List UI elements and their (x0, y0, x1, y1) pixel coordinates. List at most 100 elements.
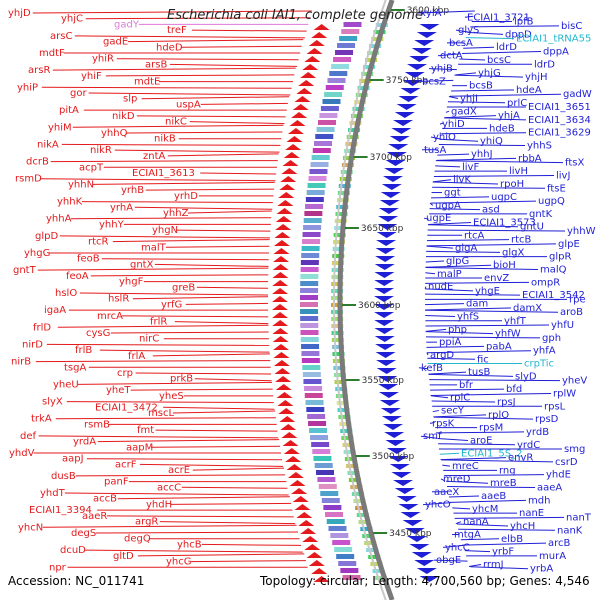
gene-label: ugpA (435, 200, 461, 211)
minus-strand-arrow (273, 344, 290, 350)
gene-label: tsgA (64, 362, 86, 373)
gene-label: ECIAI1_3542 (522, 290, 585, 301)
feature-block (302, 372, 321, 377)
gene-label: feoA (66, 271, 89, 282)
gene-label: yheU (53, 379, 79, 390)
feature-block (326, 519, 345, 524)
feature-block (300, 302, 319, 307)
minus-strand-arrow (292, 104, 309, 110)
minus-strand-arrow (273, 240, 290, 246)
gene-leader-line (441, 132, 527, 135)
gene-leader-line (464, 15, 474, 18)
gene-label: ECIAI1_3634 (528, 115, 591, 126)
gene-label: bioH (493, 260, 516, 271)
minus-strand-arrow (275, 216, 292, 222)
gene-leader-line (425, 328, 447, 332)
minus-strand-arrow (294, 504, 311, 510)
gene-leader-line (433, 174, 555, 177)
gene-leader-line (427, 357, 476, 360)
gene-label: aapJ (62, 454, 84, 465)
gene-leader-line (88, 92, 291, 96)
gene-leader-line (425, 336, 541, 339)
gene-leader-line (97, 439, 280, 443)
gene-leader-line (117, 496, 290, 500)
gene-label: yhhQ (101, 128, 128, 139)
gene-label: kefB (421, 363, 443, 374)
gene-leader-line (435, 160, 564, 164)
gene-label: frlR (150, 317, 167, 328)
feature-block (310, 435, 329, 440)
gene-leader-line (455, 521, 462, 525)
gene-label: yhcC (445, 542, 470, 553)
feature-block (300, 316, 319, 321)
gene-leader-line (430, 392, 552, 396)
gene-label: smf (423, 431, 442, 442)
plus-strand-arrow (404, 528, 425, 534)
gene-label: gadX (451, 106, 477, 117)
gene-leader-line (176, 229, 271, 232)
gene-leader-line (52, 67, 296, 71)
gene-leader-line (185, 302, 269, 305)
gene-leader-line (438, 443, 516, 446)
gene-leader-line (427, 224, 519, 228)
gene-label: yhfT (504, 316, 527, 327)
feature-block (331, 303, 344, 307)
feature-block (320, 491, 339, 496)
gene-leader-line (430, 136, 441, 140)
gene-label: yhiR (92, 54, 114, 65)
feature-block (358, 520, 371, 524)
gene-label: secY (441, 406, 465, 417)
minus-strand-arrow (298, 520, 315, 526)
ruler-label: 3600 kbp (358, 301, 401, 311)
gene-leader-line (448, 96, 459, 99)
gene-label: rpsM (479, 423, 503, 434)
gene-label: nikB (154, 134, 176, 145)
feature-block (314, 463, 333, 468)
gene-label: hdeD (156, 42, 183, 53)
feature-block (303, 379, 322, 384)
feature-block (368, 555, 381, 559)
gene-leader-line (431, 400, 496, 403)
gene-leader-line (200, 102, 288, 105)
feature-block (320, 106, 339, 111)
feature-block (318, 484, 337, 489)
feature-block (337, 408, 350, 412)
gene-label: yhiM (48, 122, 72, 133)
gene-label: glyS (458, 25, 479, 36)
feature-block (334, 547, 353, 552)
plus-strand-arrow (411, 552, 432, 558)
gene-label: yhcB (177, 539, 202, 550)
gene-leader-line (452, 507, 471, 510)
gene-leader-line (465, 37, 515, 40)
gene-label: gltD (113, 551, 134, 562)
gene-label: yrfG (161, 299, 182, 310)
gene-leader-line (432, 410, 440, 413)
feature-block (300, 274, 319, 279)
gene-leader-line (423, 217, 429, 220)
gene-label: accB (93, 494, 117, 505)
gene-label: ggt (444, 188, 461, 199)
gene-leader-line (450, 499, 527, 503)
gene-leader-line (442, 544, 464, 548)
plus-strand-arrow (400, 512, 421, 518)
gene-label: ECIAI1_3721 (467, 12, 530, 23)
gene-label: yhjA (498, 111, 520, 122)
gene-leader-line (439, 122, 444, 125)
gene-label: igaA (44, 305, 66, 316)
feature-block (331, 289, 344, 293)
gene-leader-line (74, 35, 305, 39)
feature-block (334, 226, 347, 230)
gene-label: tusB (468, 367, 490, 378)
gene-leader-line (38, 435, 279, 439)
gene-leader-line (59, 235, 270, 239)
ruler-label: 3450 kbp (389, 529, 432, 539)
gene-leader-line (425, 307, 512, 311)
plus-strand-arrow (376, 240, 397, 246)
gene-label: acrE (168, 465, 190, 476)
plus-strand-arrow (396, 104, 417, 110)
gene-label: yhdE (546, 470, 571, 481)
minus-strand-arrow (298, 80, 315, 86)
feature-block (325, 85, 344, 90)
gene-leader-line (420, 435, 437, 439)
gene-label: frlA (128, 351, 145, 362)
